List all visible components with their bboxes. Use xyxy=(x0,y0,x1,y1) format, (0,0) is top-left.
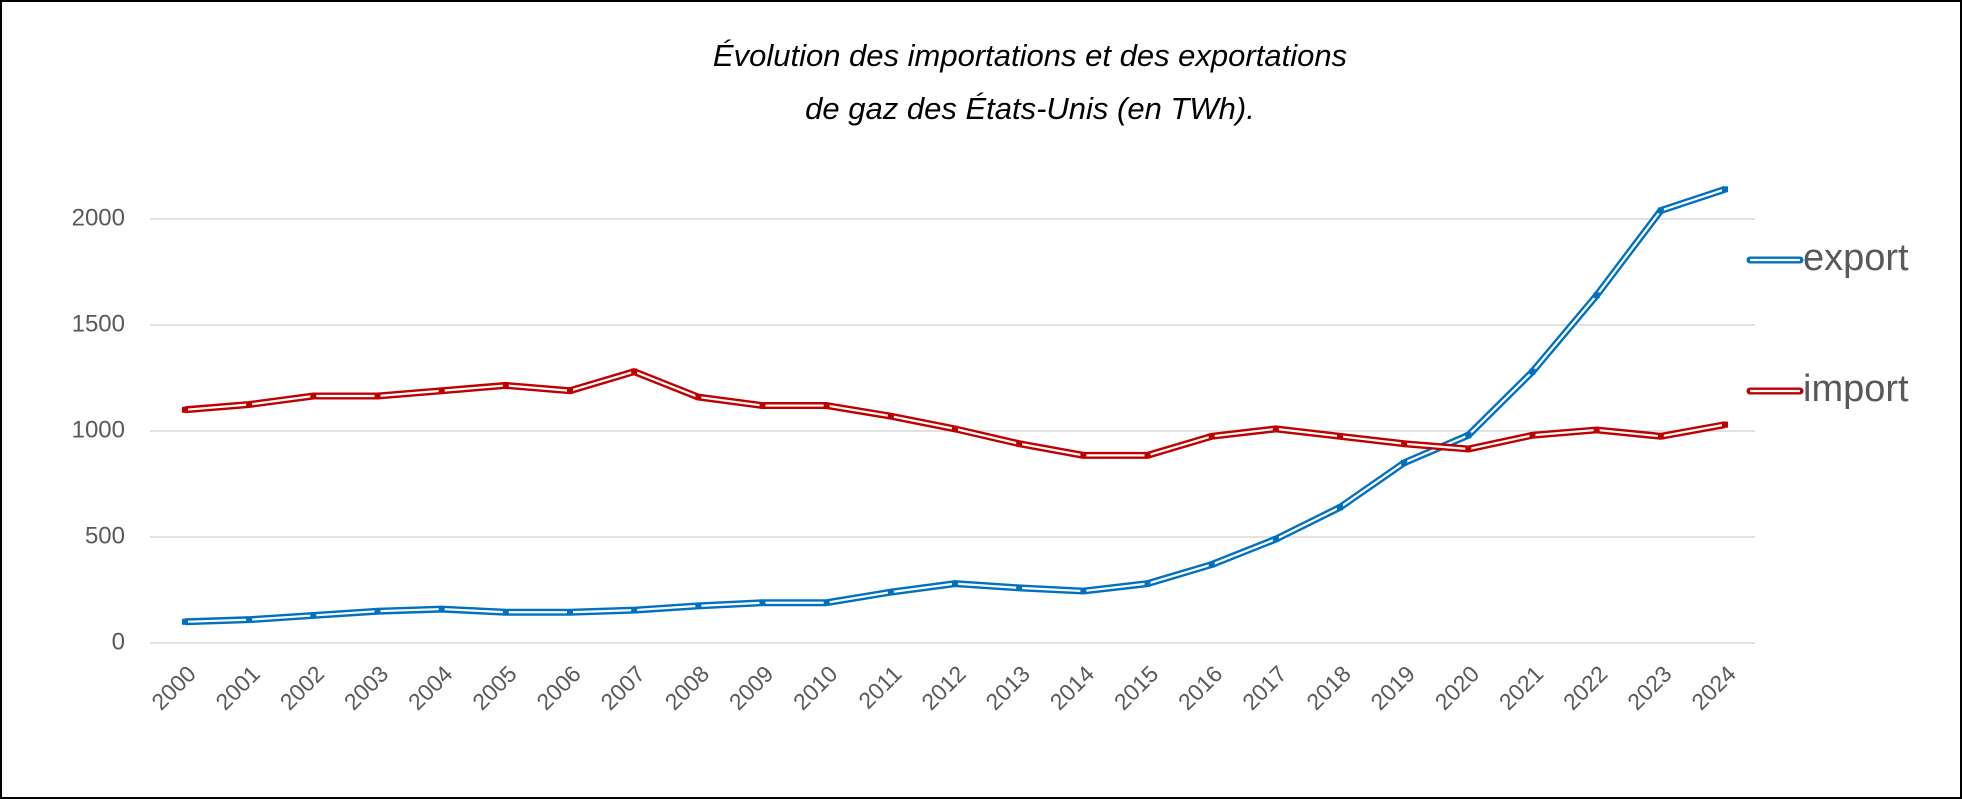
y-tick-label: 2000 xyxy=(72,204,125,231)
point xyxy=(1208,561,1215,568)
point xyxy=(1080,452,1087,459)
legend-label: export xyxy=(1803,237,1909,279)
point xyxy=(759,599,766,606)
point xyxy=(438,387,445,394)
point xyxy=(631,368,638,375)
point xyxy=(182,618,188,625)
point xyxy=(1593,292,1600,299)
point xyxy=(374,393,381,400)
point xyxy=(310,393,317,400)
point xyxy=(246,401,253,408)
point xyxy=(1144,580,1151,587)
point xyxy=(887,413,894,420)
y-tick-label: 1500 xyxy=(72,310,125,337)
point xyxy=(182,406,188,413)
point xyxy=(502,382,509,389)
point xyxy=(567,609,573,616)
point xyxy=(1337,433,1343,440)
point xyxy=(502,609,509,616)
point xyxy=(1657,433,1664,440)
point xyxy=(310,612,317,619)
point xyxy=(1722,186,1728,193)
point xyxy=(374,608,381,615)
point xyxy=(1272,536,1279,543)
point xyxy=(1465,432,1472,439)
point xyxy=(246,616,253,623)
point xyxy=(823,599,830,606)
legend-label: import xyxy=(1803,368,1909,410)
point xyxy=(1529,432,1536,439)
point xyxy=(1722,421,1728,428)
y-tick-label: 1000 xyxy=(72,416,125,443)
point xyxy=(438,606,445,613)
chart-title: Évolution des importations et des export… xyxy=(713,38,1347,73)
point xyxy=(823,402,830,409)
point xyxy=(1657,207,1664,214)
point xyxy=(695,394,702,401)
point xyxy=(759,402,766,409)
point xyxy=(1401,440,1408,447)
point xyxy=(1208,433,1215,440)
y-tick-label: 500 xyxy=(85,522,125,549)
point xyxy=(1401,459,1408,466)
point xyxy=(1080,588,1087,595)
point xyxy=(1465,446,1472,453)
point xyxy=(952,580,958,587)
point xyxy=(1593,426,1600,433)
point xyxy=(695,602,702,609)
point xyxy=(1016,440,1023,447)
point xyxy=(887,589,894,596)
point xyxy=(1272,425,1279,432)
point xyxy=(1016,584,1023,591)
point xyxy=(631,607,638,614)
point xyxy=(1529,368,1536,375)
y-tick-label: 0 xyxy=(112,628,125,655)
point xyxy=(1144,452,1151,459)
chart-title: de gaz des États-Unis (en TWh). xyxy=(805,91,1255,126)
point xyxy=(952,425,958,432)
point xyxy=(567,387,573,394)
point xyxy=(1337,504,1343,511)
